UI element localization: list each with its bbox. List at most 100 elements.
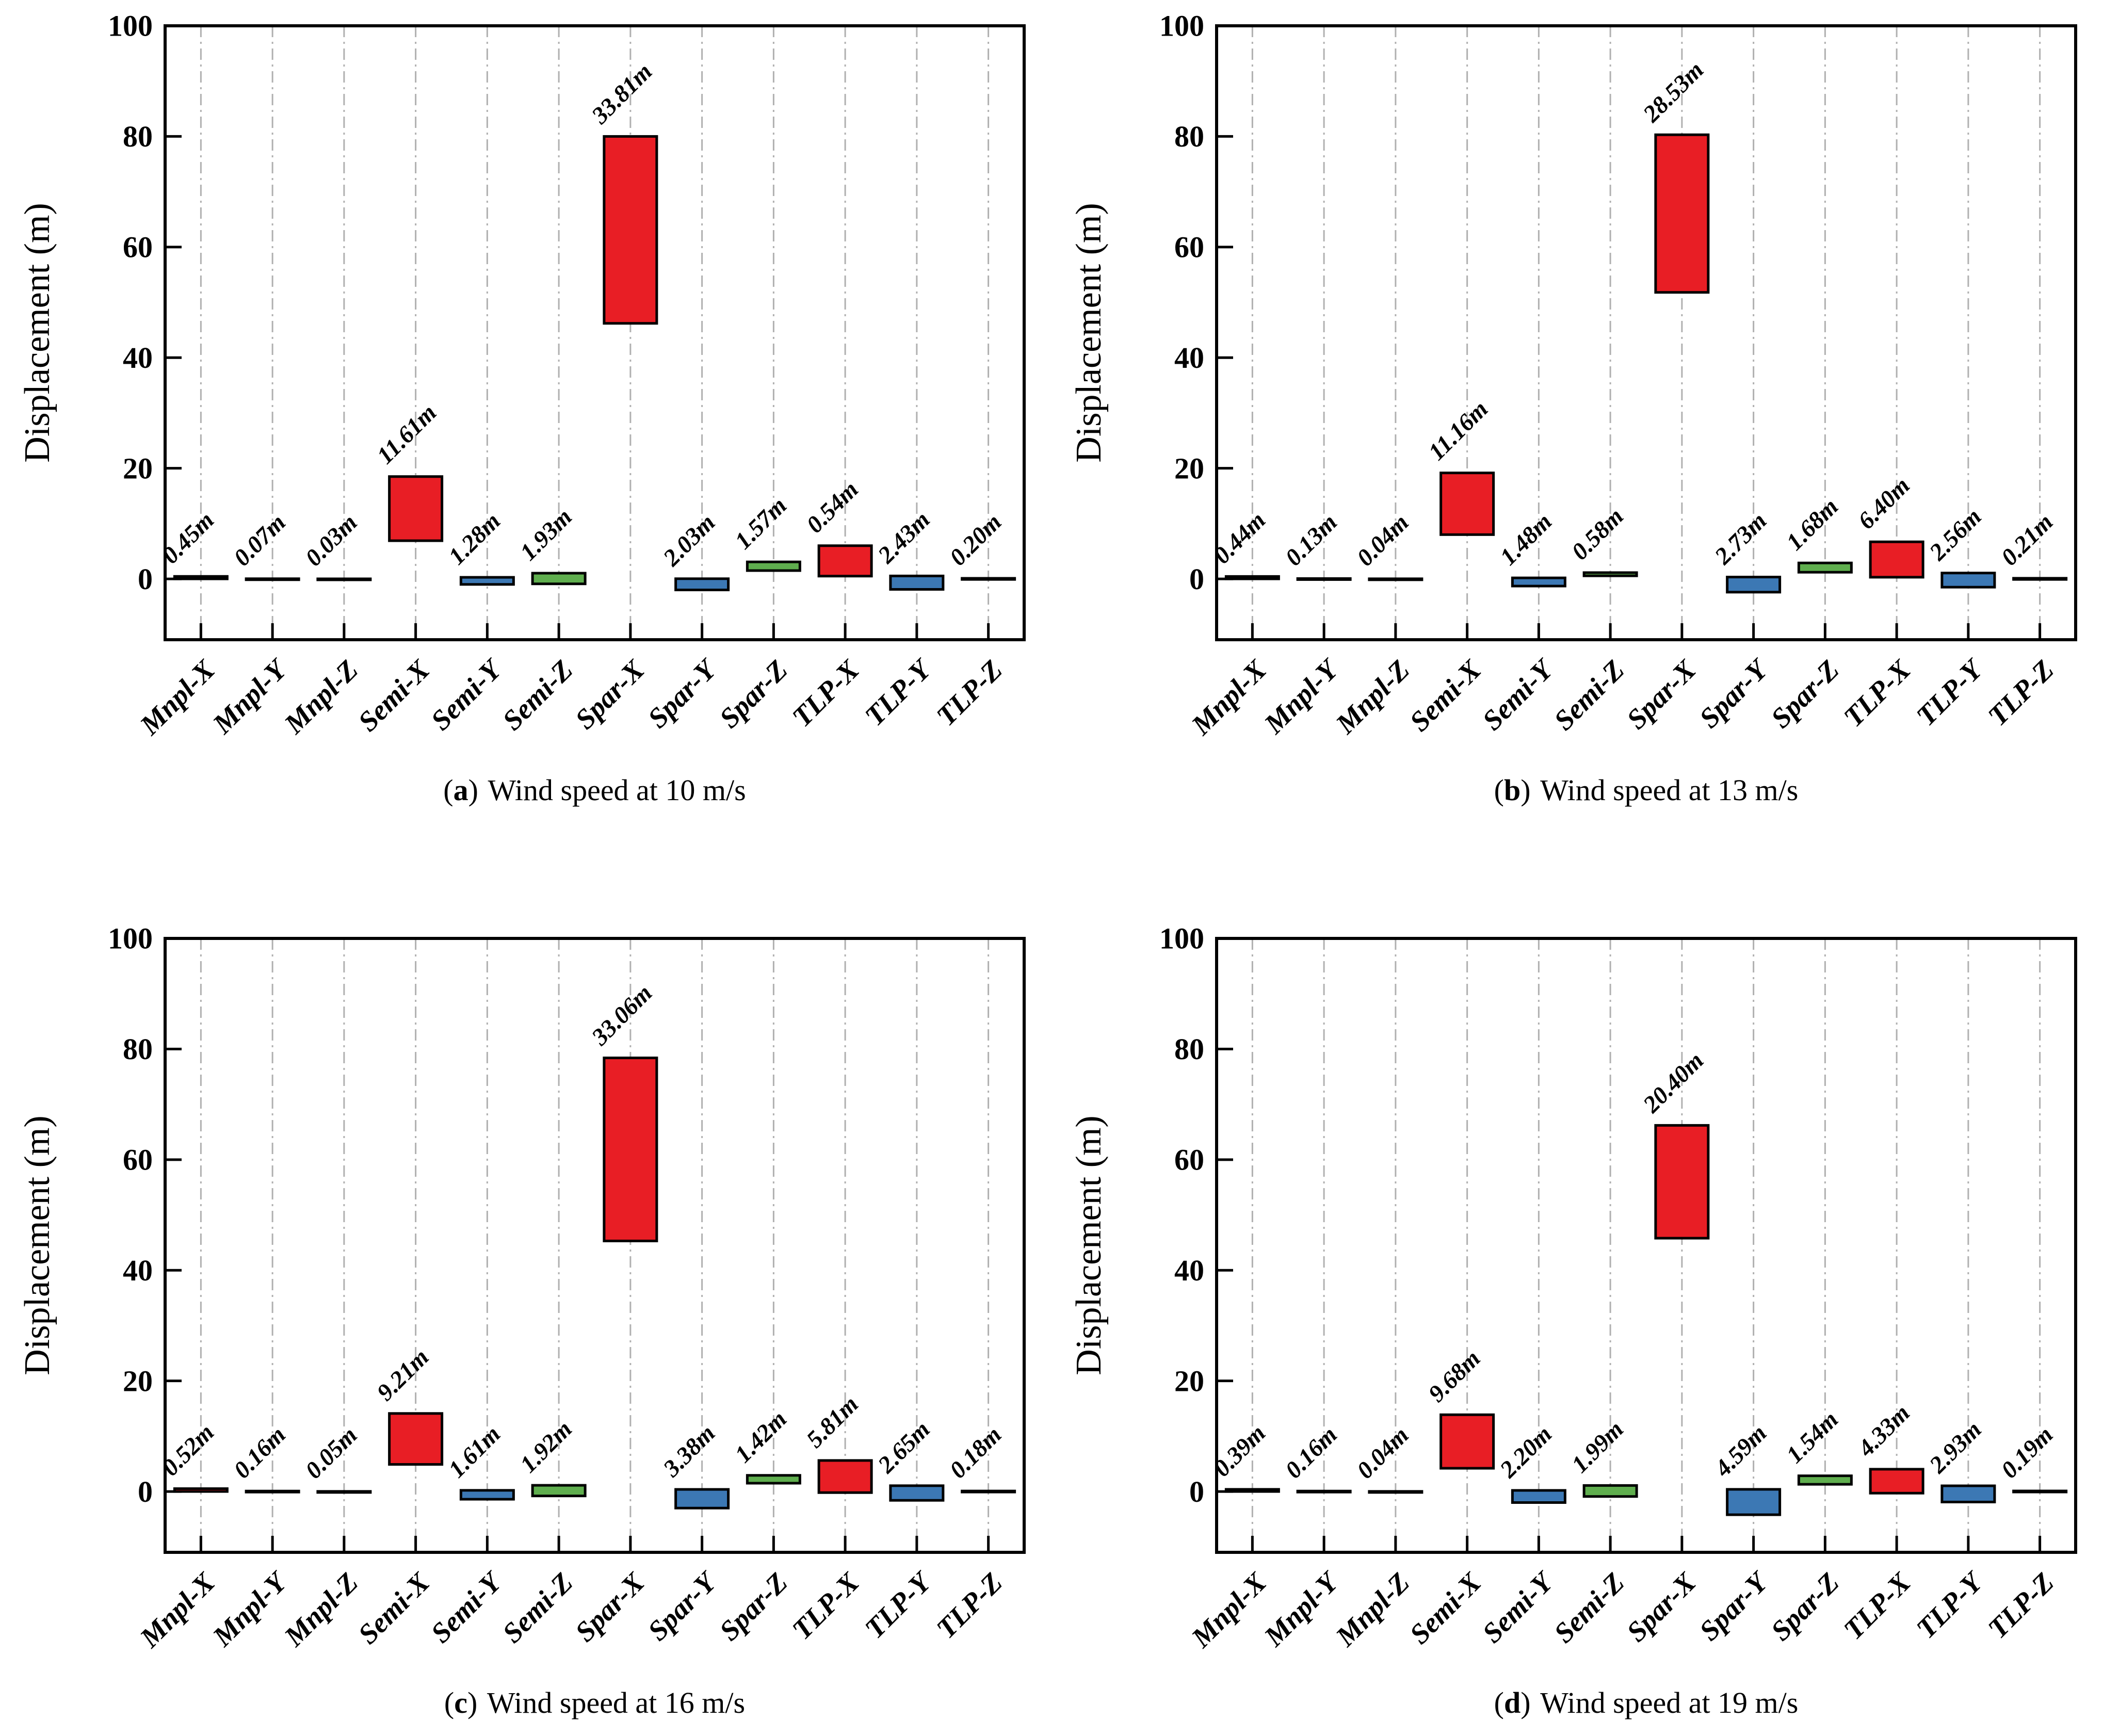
subplot-b-caption: (b) Wind speed at 13 m/s <box>1217 773 2076 807</box>
x-tick-label: Mnpl-Y <box>1258 652 1346 740</box>
x-tick-label: TLP-X <box>786 653 865 733</box>
bar-Mnpl-Y <box>245 577 300 581</box>
bar-TLP-Z <box>2012 577 2068 581</box>
y-tick-label: 60 <box>123 1143 153 1177</box>
bar-Spar-X <box>603 1057 658 1242</box>
axis-frame <box>1215 937 2077 1554</box>
bar-Mnpl-Z <box>316 1490 372 1494</box>
y-tick-label: 60 <box>123 231 153 264</box>
bar-value-label: 1.68m <box>1781 493 1843 556</box>
bar-value-label: 2.56m <box>1924 504 1986 566</box>
x-tick-label: Mnpl-X <box>1185 1566 1273 1653</box>
x-tick-label: Mnpl-X <box>1185 653 1273 741</box>
x-tick-label: Mnpl-X <box>134 1566 221 1653</box>
bar-value-label: 1.93m <box>515 504 577 566</box>
bar-Spar-X <box>1654 1124 1710 1240</box>
y-tick-label: 0 <box>1189 562 1204 596</box>
x-tick-label: Mnpl-Z <box>1329 654 1415 740</box>
x-tick-label: Mnpl-Z <box>278 1566 364 1652</box>
bar-value-label: 0.04m <box>1352 1422 1414 1484</box>
bar-Spar-Y <box>1726 1488 1782 1516</box>
caption-letter: a <box>453 773 468 807</box>
bar-value-label: 1.57m <box>730 492 792 555</box>
bar-Semi-X <box>1439 1413 1495 1470</box>
x-tick-label: Spar-X <box>569 1566 651 1648</box>
y-tick-label: 40 <box>1174 1254 1204 1287</box>
x-tick-label: Mnpl-X <box>134 653 221 741</box>
x-tick-label: Mnpl-Z <box>278 654 364 740</box>
x-tick-label: Semi-X <box>1403 653 1487 737</box>
y-axis-title: Displacement (m) <box>18 203 57 462</box>
x-tick-label: Mnpl-Z <box>1329 1566 1415 1652</box>
x-tick-label: Spar-X <box>1621 653 1703 735</box>
caption-letter: c <box>454 1686 467 1719</box>
y-tick-label: 20 <box>1174 1364 1204 1398</box>
x-tick-label: Mnpl-Y <box>206 1565 294 1652</box>
x-tick-label: TLP-Z <box>930 1566 1008 1644</box>
y-tick-label: 0 <box>1189 1475 1204 1508</box>
caption-text: Wind speed at 10 m/s <box>488 773 746 807</box>
axis-frame <box>1215 24 2077 641</box>
subplot-b: 0 20 40 60 80 100 Mnpl-X Mnpl-Y Mnpl-Z Semi-X Semi… <box>1052 0 2103 913</box>
caption-paren-open: ( <box>444 1686 455 1719</box>
bar-value-label: 0.20m <box>945 509 1007 571</box>
bar-Mnpl-Z <box>1368 1490 1423 1494</box>
x-tick-label: TLP-Z <box>1982 654 2060 732</box>
caption-text: Wind speed at 16 m/s <box>487 1686 746 1719</box>
bar-TLP-Y <box>1940 572 1996 589</box>
x-tick-label: Semi-Z <box>1548 654 1630 736</box>
bar-Spar-Z <box>746 1474 801 1485</box>
bar-Mnpl-Y <box>1296 577 1352 581</box>
bar-Semi-Y <box>459 1489 515 1501</box>
bar-value-label: 0.54m <box>801 476 864 539</box>
bar-Spar-Y <box>1726 576 1782 594</box>
caption-paren-close: ) <box>1520 773 1531 807</box>
bar-value-label: 0.07m <box>229 509 291 572</box>
bar-Mnpl-X <box>173 575 229 580</box>
bar-TLP-Z <box>2012 1489 2068 1494</box>
bar-Semi-X <box>388 475 444 542</box>
bar-value-label: 0.16m <box>1280 1421 1342 1484</box>
caption-letter: d <box>1503 1686 1521 1719</box>
bar-Spar-Y <box>674 577 730 592</box>
chart-c: 020406080100Mnpl-XMnpl-YMnpl-ZSemi-XSemi… <box>18 922 1026 1654</box>
bar-TLP-X <box>1869 540 1924 579</box>
bar-Semi-Y <box>459 576 515 586</box>
y-tick-label: 0 <box>138 562 153 596</box>
bar-value-label: 2.20m <box>1495 1421 1557 1483</box>
x-tick-label: Mnpl-Y <box>1258 1565 1346 1652</box>
bar-value-label: 0.13m <box>1280 509 1342 571</box>
bar-TLP-Z <box>961 1489 1016 1494</box>
x-tick-label: TLP-X <box>786 1566 865 1645</box>
x-tick-label: TLP-X <box>1837 653 1917 733</box>
subplot-a: 0 20 40 60 80 100 Mnpl-X Mnpl-Y Mnpl-Z Semi-X Semi… <box>0 0 1052 913</box>
bar-value-label: 1.42m <box>730 1406 792 1468</box>
y-tick-label: 80 <box>1174 1032 1204 1066</box>
chart-d: 020406080100Mnpl-XMnpl-YMnpl-ZSemi-XSemi… <box>1069 922 2077 1654</box>
x-tick-label: TLP-X <box>1837 1566 1917 1645</box>
bar-Spar-X <box>1654 133 1710 294</box>
axis-frame <box>164 24 1026 641</box>
bar-value-label: 0.04m <box>1352 509 1414 572</box>
bar-Mnpl-Z <box>316 577 372 581</box>
x-tick-label: Semi-Z <box>496 654 579 736</box>
bar-value-label: 2.43m <box>872 506 935 569</box>
bar-value-label: 1.54m <box>1781 1406 1843 1469</box>
x-tick-label: Spar-X <box>569 653 651 735</box>
bar-value-label: 1.99m <box>1566 1416 1629 1478</box>
x-tick-label: Spar-Z <box>713 1566 793 1646</box>
bar-value-label: 1.48m <box>1495 508 1557 571</box>
bar-Spar-Z <box>746 560 801 572</box>
x-tick-label: Spar-Y <box>642 652 724 734</box>
bar-value-label: 33.06m <box>586 980 657 1051</box>
bar-Mnpl-X <box>1224 1488 1280 1493</box>
x-tick-label: TLP-Y <box>859 1565 938 1644</box>
subplot-d: 0 20 40 60 80 100 Mnpl-X Mnpl-Y Mnpl-Z Semi-X Semi… <box>1052 913 2103 1736</box>
chart-b: 020406080100Mnpl-XMnpl-YMnpl-ZSemi-XSemi… <box>1069 9 2077 741</box>
bar-value-label: 0.19m <box>1996 1421 2059 1484</box>
bar-value-label: 33.81m <box>586 58 657 129</box>
bar-value-label: 1.61m <box>443 1421 506 1483</box>
bar-Semi-Z <box>531 572 587 586</box>
subplot-d-caption: (d) Wind speed at 19 m/s <box>1217 1685 2076 1720</box>
